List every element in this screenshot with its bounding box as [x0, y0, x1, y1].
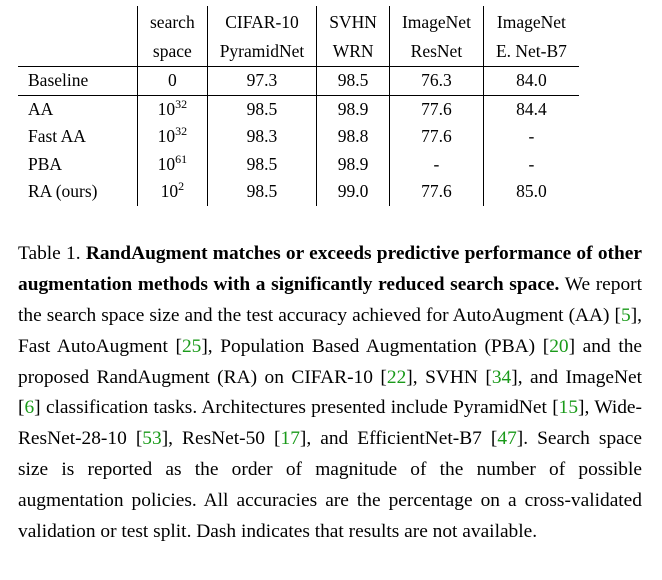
search-space-cell: 1032 — [137, 123, 208, 151]
space-exponent: 32 — [175, 96, 188, 111]
caption-text: ], Fast AutoAugment [ — [18, 304, 642, 357]
space-base: 0 — [167, 70, 177, 90]
svhn-cell: 99.0 — [316, 178, 390, 206]
caption-text: ] classification tasks. Architectures pr… — [34, 397, 559, 419]
resnet-cell: 76.3 — [389, 66, 484, 96]
table-row: PBA 1061 98.5 98.9 - - — [18, 150, 579, 179]
header-search-space-sub: space — [137, 37, 208, 67]
header-search-space: search — [137, 6, 208, 37]
table-header-row: space PyramidNet WRN ResNet E. Net-B7 — [18, 37, 579, 67]
caption-text: ] and the proposed RandAugment (RA) on C… — [18, 335, 643, 388]
caption-text: ], and ImageNet [ — [18, 366, 642, 419]
space-base: 10 — [160, 181, 179, 202]
resnet-cell: 77.6 — [389, 178, 484, 206]
citation-link[interactable]: 47 — [497, 428, 517, 450]
caption-text: ], SVHN [ — [406, 366, 492, 388]
header-blank — [18, 37, 138, 67]
cifar-cell: 98.5 — [207, 95, 318, 124]
header-imagenet-enet-model: E. Net-B7 — [483, 37, 579, 67]
space-base: 10 — [157, 98, 176, 119]
resnet-cell: 77.6 — [389, 123, 484, 151]
citation-link[interactable]: 25 — [181, 335, 202, 357]
citation-link[interactable]: 22 — [386, 366, 407, 388]
table-row: RA (ours) 102 98.5 99.0 77.6 85.0 — [18, 178, 579, 206]
method-cell: RA (ours) — [18, 178, 138, 206]
table-caption: Table 1. RandAugment matches or exceeds … — [18, 239, 642, 547]
citation-link[interactable]: 34 — [491, 366, 512, 388]
enet-cell: 84.0 — [483, 66, 579, 96]
cifar-cell: 98.5 — [207, 178, 318, 206]
method-cell: PBA — [18, 150, 138, 179]
citation-link[interactable]: 5 — [620, 304, 631, 326]
search-space-cell: 102 — [137, 178, 208, 206]
header-blank — [18, 6, 138, 37]
citation-link[interactable]: 53 — [142, 428, 162, 450]
caption-label: Table 1. — [18, 243, 86, 265]
caption-text: ], Wide-ResNet-28-10 [ — [18, 397, 642, 450]
enet-cell: 84.4 — [516, 98, 547, 119]
space-exponent: 2 — [178, 179, 185, 194]
svhn-cell: 98.5 — [316, 66, 390, 96]
table-row: Baseline 0 97.3 98.5 76.3 84.0 — [18, 66, 579, 96]
results-table: search CIFAR-10 SVHN ImageNet ImageNet s… — [18, 6, 579, 206]
svhn-cell: 98.8 — [316, 123, 390, 151]
header-imagenet-enet: ImageNet — [496, 12, 566, 32]
svhn-cell: 98.9 — [316, 95, 390, 124]
caption-text: ], ResNet-50 [ — [161, 428, 281, 450]
cifar-cell: 98.3 — [207, 123, 318, 151]
header-svhn: SVHN — [316, 6, 390, 37]
method-cell: Fast AA — [18, 123, 138, 151]
cifar-cell: 97.3 — [207, 66, 318, 96]
enet-cell: - — [528, 126, 535, 147]
citation-link[interactable]: 6 — [24, 397, 35, 419]
table-header-row: search CIFAR-10 SVHN ImageNet ImageNet — [18, 6, 579, 37]
search-space-cell: 1061 — [137, 150, 208, 179]
caption-text: ], and EfficientNet-B7 [ — [299, 428, 498, 450]
cifar-cell: 98.5 — [207, 150, 318, 179]
method-cell: Baseline — [18, 66, 138, 96]
header-cifar10-model: PyramidNet — [207, 37, 318, 67]
table-row: Fast AA 1032 98.3 98.8 77.6 - — [18, 123, 579, 151]
table-row: AA 1032 98.5 98.9 77.6 84.4 — [18, 95, 579, 124]
enet-cell: 85.0 — [516, 181, 547, 202]
resnet-cell: - — [389, 150, 484, 179]
search-space-cell: 1032 — [137, 95, 208, 124]
citation-link[interactable]: 15 — [558, 397, 579, 419]
citation-link[interactable]: 17 — [280, 428, 300, 450]
caption-text: ]. Search space size is reported as the … — [18, 428, 642, 542]
search-space-cell: 0 — [137, 66, 208, 96]
header-imagenet-resnet-model: ResNet — [389, 37, 484, 67]
space-base: 10 — [157, 126, 176, 147]
header-imagenet-resnet: ImageNet — [389, 6, 484, 37]
enet-cell: - — [528, 153, 535, 174]
space-exponent: 32 — [175, 124, 188, 139]
header-cifar10: CIFAR-10 — [207, 6, 318, 37]
caption-text: ], Population Based Augmentation (PBA) [ — [201, 335, 550, 357]
caption-bold-summary: RandAugment matches or exceeds predictiv… — [18, 243, 642, 296]
citation-link[interactable]: 20 — [549, 335, 569, 357]
method-cell: AA — [18, 95, 138, 124]
space-base: 10 — [157, 153, 176, 174]
header-svhn-model: WRN — [316, 37, 390, 67]
caption-text: We report the search space size and the … — [18, 274, 642, 326]
resnet-cell: 77.6 — [389, 95, 484, 124]
space-exponent: 61 — [175, 151, 188, 166]
svhn-cell: 98.9 — [316, 150, 390, 179]
